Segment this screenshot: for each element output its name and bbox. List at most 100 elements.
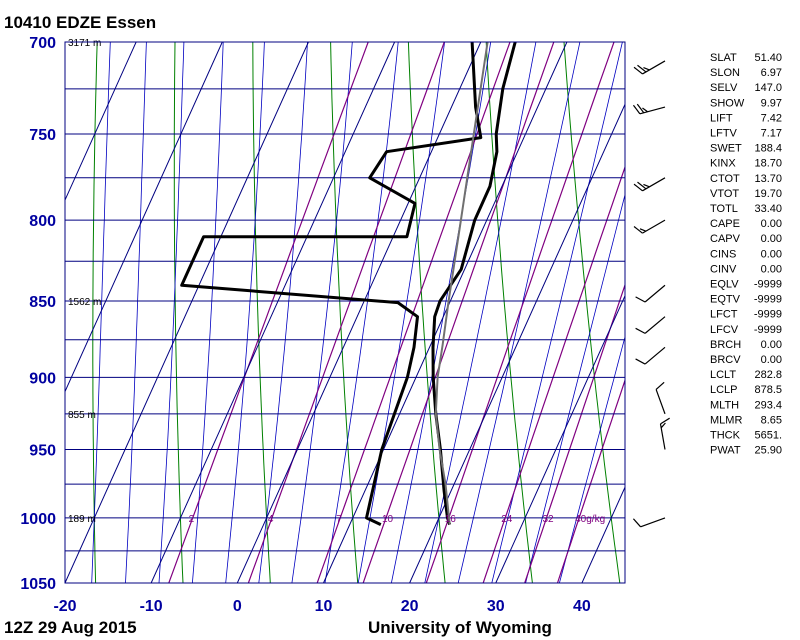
index-value: -9999 (754, 294, 782, 306)
index-key: CINS (710, 248, 736, 260)
stability-indices: SLAT 51.40 SLON 6.97 SELV 147.0 SHOW 9.97 LIFT 7.… (710, 52, 782, 457)
chart-title: 10410 EDZE Essen (4, 13, 156, 32)
index-key: LFTV (710, 128, 738, 140)
index-key: TOTL (710, 203, 738, 215)
height-label: 189 m (68, 514, 96, 525)
index-value: 0.00 (761, 233, 782, 245)
moist-adiabats (91, 42, 625, 583)
mixing-ratio-label: 2 (189, 514, 195, 525)
index-value: 25.90 (754, 445, 782, 457)
index-key: CAPE (710, 218, 740, 230)
isotherm-line (65, 42, 309, 583)
isotherm-line (65, 42, 223, 393)
dry-adiabat (330, 42, 359, 583)
index-key: THCK (710, 430, 741, 442)
isotherm-line (581, 486, 625, 583)
wind-barbs (632, 60, 670, 528)
isotherm-line (323, 42, 568, 583)
moist-adiabat (158, 42, 185, 583)
temperature-tick-label: 30 (487, 598, 505, 615)
wind-barb (632, 103, 666, 115)
footer-datetime: 12Z 29 Aug 2015 (4, 618, 137, 637)
index-value: 9.97 (761, 97, 782, 109)
mixing-ratio-label: 10 (382, 514, 394, 525)
height-label: 855 m (68, 410, 96, 421)
parcel-profile (434, 42, 489, 525)
mixing-ratio-label: 4 (268, 514, 274, 525)
isotherm-line (65, 42, 137, 202)
index-key: VTOT (710, 188, 739, 200)
wind-barb (635, 284, 666, 303)
moist-adiabat (324, 42, 399, 583)
index-key: SELV (710, 82, 738, 94)
index-value: 7.42 (761, 112, 782, 124)
profiles (180, 42, 517, 526)
dry-adiabat (173, 42, 184, 583)
wind-barb (659, 417, 670, 450)
isotherm-line (236, 42, 482, 583)
wind-barb (633, 219, 666, 234)
index-value: 33.40 (754, 203, 782, 215)
mixing-ratio-line (556, 378, 625, 583)
index-value: 293.4 (754, 399, 782, 411)
moist-adiabat (225, 42, 265, 583)
temperature-tick-label: 0 (233, 598, 242, 615)
index-value: 878.5 (754, 384, 782, 396)
index-value: 5651. (754, 430, 782, 442)
dewpoint-profile (180, 42, 483, 526)
moist-adiabat (424, 42, 537, 583)
moist-adiabat (491, 42, 623, 583)
background-grid (65, 41, 625, 584)
pressure-tick-label: 1050 (20, 576, 56, 593)
mixing-ratio-label: 24 (501, 514, 513, 525)
index-value: 147.0 (754, 82, 782, 94)
plot-frame (64, 41, 626, 584)
moist-adiabat (559, 335, 625, 583)
wind-barb (635, 316, 666, 334)
index-key: LCLT (710, 369, 736, 381)
wind-barb (633, 60, 666, 75)
wind-barb (632, 517, 666, 528)
mixing-ratio-label: 16 (445, 514, 457, 525)
isotherm-line (495, 294, 625, 583)
index-value: -9999 (754, 309, 782, 321)
pressure-tick-label: 850 (29, 294, 56, 311)
index-key: BRCH (710, 339, 741, 351)
index-key: EQTV (710, 294, 741, 306)
index-key: EQLV (710, 279, 739, 291)
mixing-ratio-line (362, 42, 555, 583)
index-key: PWAT (710, 445, 741, 457)
index-key: LIFT (710, 112, 733, 124)
index-value: 8.65 (761, 414, 782, 426)
mixing-ratio-label: 32 (543, 514, 555, 525)
index-key: SLAT (710, 52, 737, 64)
moist-adiabat (291, 42, 353, 583)
mixing-ratio-label: 40g/kg (575, 514, 605, 525)
index-key: SWET (710, 143, 742, 155)
index-key: LFCT (710, 309, 738, 321)
isotherm-line (409, 103, 625, 583)
index-key: CINV (710, 263, 737, 275)
index-key: LFCV (710, 324, 739, 336)
moist-adiabat (192, 42, 224, 583)
pressure-tick-label: 800 (29, 213, 56, 230)
index-value: 7.17 (761, 128, 782, 140)
index-value: 51.40 (754, 52, 782, 64)
mixing-ratio-lines (168, 42, 625, 583)
footer-source: University of Wyoming (368, 618, 552, 637)
moist-adiabat (91, 42, 111, 583)
moist-adiabat (457, 42, 581, 583)
pressure-axis-labels: 700 750 800 850 900 950 1000 1050 (20, 35, 56, 593)
temperature-tick-label: 10 (315, 598, 333, 615)
index-value: -9999 (754, 279, 782, 291)
index-key: SHOW (710, 97, 745, 109)
height-label: 1562 m (68, 297, 101, 308)
moist-adiabat (525, 193, 625, 583)
index-value: 6.97 (761, 67, 782, 79)
temperature-tick-label: 40 (573, 598, 591, 615)
isotherm-line (150, 42, 396, 583)
index-key: MLTH (710, 399, 739, 411)
mixing-ratio-labels: 2 4 7 10 16 24 32 40g/kg (189, 514, 605, 525)
isotherms (65, 42, 625, 583)
